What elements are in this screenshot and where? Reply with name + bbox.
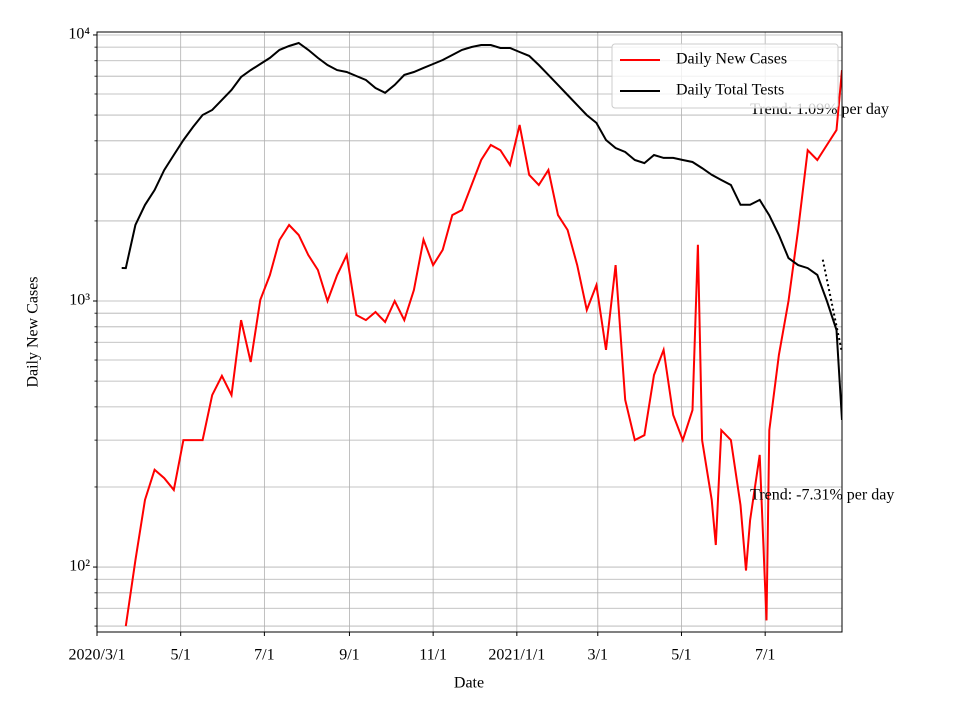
trend-line xyxy=(821,259,842,353)
data-line xyxy=(124,70,842,627)
x-tick-label: 3/1 xyxy=(588,647,608,664)
x-tick-label: 9/1 xyxy=(339,647,359,664)
legend-label: Daily New Cases xyxy=(676,51,787,68)
y-tick-label: 10³ xyxy=(69,292,90,309)
y-tick-label: 10² xyxy=(69,558,90,575)
x-tick-label: 7/1 xyxy=(254,647,274,664)
legend-label: Daily Total Tests xyxy=(676,82,784,99)
x-tick-label: 2021/1/1 xyxy=(488,647,545,664)
x-tick-label: 2020/3/1 xyxy=(69,647,126,664)
axes-frame xyxy=(96,31,843,633)
legend-box xyxy=(611,43,839,109)
annotation: Trend: -7.31% per day xyxy=(750,487,894,504)
y-tick-label: 10⁴ xyxy=(68,26,90,43)
x-tick-label: 5/1 xyxy=(170,647,190,664)
x-tick-label: 11/1 xyxy=(419,647,447,664)
x-tick-label: 7/1 xyxy=(755,647,775,664)
x-tick-label: 5/1 xyxy=(671,647,691,664)
x-axis-label: Date xyxy=(454,675,484,692)
y-axis-label: Daily New Cases xyxy=(25,276,42,387)
data-line xyxy=(121,41,842,421)
